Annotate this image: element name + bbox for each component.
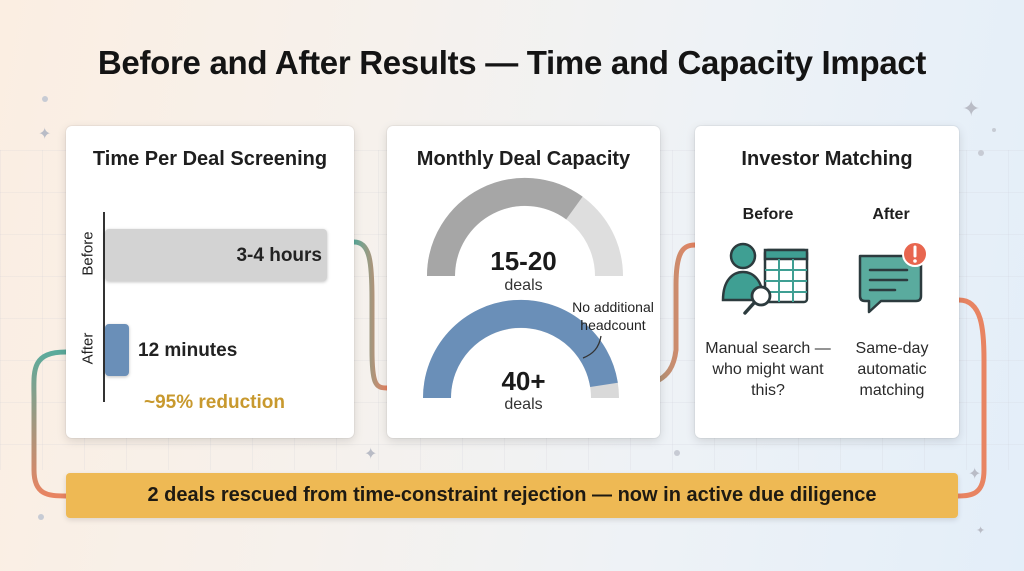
before-label: Before bbox=[79, 231, 97, 276]
decor-dot bbox=[978, 150, 984, 156]
decor-dot bbox=[42, 96, 48, 102]
after-description: Same-day automatic matching bbox=[855, 340, 929, 399]
reduction-label: ~95% reduction bbox=[144, 392, 285, 413]
sparkle-icon: ✦ bbox=[968, 466, 982, 483]
monthly-capacity-card: Monthly Deal Capacity 15-20 deals 40+ de… bbox=[387, 126, 660, 438]
decor-dot bbox=[674, 450, 680, 456]
decor-dot bbox=[992, 128, 996, 132]
card-title: Investor Matching bbox=[741, 148, 913, 170]
decor-dot bbox=[38, 514, 44, 520]
outcome-banner: 2 deals rescued from time-constraint rej… bbox=[66, 473, 958, 518]
card-title: Monthly Deal Capacity bbox=[416, 148, 631, 170]
headcount-note: No additional headcount bbox=[572, 299, 654, 333]
before-gauge-fill bbox=[427, 177, 583, 277]
after-capacity-unit: deals bbox=[504, 396, 543, 413]
before-value: 3-4 hours bbox=[236, 245, 322, 266]
chat-alert-icon bbox=[858, 241, 928, 314]
card-title: Time Per Deal Screening bbox=[92, 148, 328, 170]
after-label: After bbox=[79, 332, 97, 365]
after-heading: After bbox=[872, 206, 910, 223]
chart-axis bbox=[103, 212, 105, 402]
capacity-gauges bbox=[422, 177, 623, 399]
note-pointer bbox=[582, 335, 602, 359]
before-bar bbox=[105, 229, 327, 281]
sparkle-icon: ✦ bbox=[976, 525, 986, 537]
before-heading: Before bbox=[742, 206, 794, 223]
before-capacity-unit: deals bbox=[504, 277, 543, 294]
investor-matching-card: Investor Matching Before After Manual se… bbox=[695, 126, 959, 438]
sparkle-icon: ✦ bbox=[364, 446, 378, 463]
before-description: Manual search — who might want this? bbox=[705, 340, 831, 399]
before-capacity-value: 15-20 bbox=[490, 246, 557, 276]
person-spreadsheet-search-icon bbox=[721, 242, 809, 315]
after-capacity-value: 40+ bbox=[501, 366, 546, 396]
sparkle-icon: ✦ bbox=[962, 96, 981, 121]
after-value: 12 minutes bbox=[138, 340, 238, 361]
sparkle-icon: ✦ bbox=[38, 126, 52, 143]
time-per-deal-card: Time Per Deal Screening Before After 3-4… bbox=[66, 126, 354, 438]
page-title: Before and After Results — Time and Capa… bbox=[97, 44, 927, 81]
after-gauge-fill bbox=[422, 299, 618, 399]
after-bar bbox=[105, 324, 130, 376]
